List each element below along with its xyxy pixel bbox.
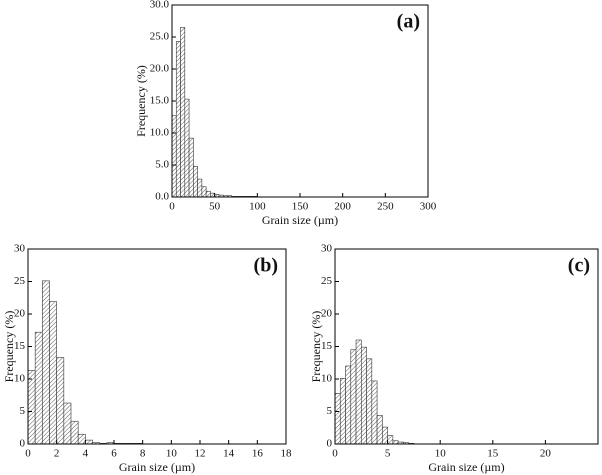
x-tick-label: 10	[166, 448, 178, 460]
y-tick-label: 10	[321, 373, 333, 385]
bar	[49, 301, 57, 445]
bar	[193, 165, 198, 198]
bar	[355, 339, 362, 445]
bar	[360, 346, 367, 445]
bar	[371, 380, 378, 445]
y-axis-label: Frequency (%)	[309, 311, 323, 383]
bar	[77, 433, 86, 445]
x-tick-label: 16	[252, 448, 264, 460]
y-tick-label: 10.0	[150, 127, 170, 139]
bar	[339, 378, 346, 445]
x-tick-label: 0	[25, 448, 31, 460]
bar	[201, 186, 207, 198]
x-axis-label: Grain size (µm)	[428, 460, 504, 474]
bar	[197, 178, 203, 198]
bar	[56, 357, 65, 445]
x-tick-label: 10	[435, 448, 447, 460]
x-tick-label: 12	[195, 448, 206, 460]
x-axis-label: Grain size (µm)	[119, 460, 195, 474]
x-axis-label: Grain size (µm)	[262, 213, 338, 227]
x-tick-label: 50	[209, 201, 221, 213]
x-tick-label: 5	[385, 448, 391, 460]
bar	[334, 392, 341, 445]
x-tick-label: 14	[223, 448, 235, 460]
y-tick-label: 25	[321, 275, 333, 287]
y-tick-label: 15	[14, 340, 26, 352]
bar	[184, 98, 190, 198]
bar	[345, 365, 352, 445]
y-tick-label: 30	[14, 243, 26, 255]
bar	[70, 420, 79, 445]
y-tick-label: 30.0	[150, 0, 170, 11]
x-tick-label: 20	[540, 448, 552, 460]
bar	[63, 402, 72, 445]
y-axis-label: Frequency (%)	[2, 311, 16, 383]
y-tick-label: 10	[14, 373, 26, 385]
y-tick-label: 5.0	[155, 159, 169, 171]
x-tick-label: 18	[281, 448, 293, 460]
panel-label: (c)	[568, 255, 590, 277]
y-tick-label: 30	[321, 243, 333, 255]
bar	[350, 349, 357, 445]
y-tick-label: 5	[327, 405, 333, 417]
x-tick-label: 8	[140, 448, 146, 460]
x-tick-label: 0	[332, 448, 338, 460]
x-tick-label: 100	[249, 201, 266, 213]
panel-label: (a)	[397, 11, 420, 33]
bar	[180, 27, 186, 198]
bar	[387, 435, 394, 445]
y-tick-label: 25	[14, 275, 26, 287]
y-axis-label: Frequency (%)	[134, 65, 148, 137]
bar	[210, 192, 215, 198]
x-tick-label: 4	[83, 448, 89, 460]
bar	[205, 190, 211, 198]
y-tick-label: 20	[14, 308, 26, 320]
y-tick-label: 15	[321, 340, 333, 352]
bar	[85, 439, 93, 445]
x-tick-label: 2	[54, 448, 60, 460]
y-tick-label: 0.0	[155, 191, 169, 203]
x-tick-label: 300	[420, 201, 437, 213]
y-tick-label: 25.0	[150, 31, 170, 43]
y-tick-label: 20.0	[150, 63, 170, 75]
panel-label: (b)	[254, 255, 278, 277]
x-tick-label: 150	[292, 201, 309, 213]
bar	[175, 41, 181, 198]
x-tick-label: 0	[169, 201, 175, 213]
bar	[171, 115, 177, 198]
bar	[382, 426, 388, 445]
y-tick-label: 0	[20, 438, 26, 450]
bar	[366, 358, 373, 445]
bar	[27, 370, 36, 445]
bar	[34, 331, 43, 445]
y-tick-label: 20	[321, 308, 333, 320]
x-tick-label: 15	[487, 448, 499, 460]
x-tick-label: 250	[377, 201, 394, 213]
bar	[188, 137, 194, 198]
bar	[42, 280, 50, 445]
y-tick-label: 0	[327, 438, 333, 450]
x-tick-label: 6	[111, 448, 117, 460]
y-tick-label: 5	[20, 405, 26, 417]
y-tick-label: 15.0	[150, 95, 170, 107]
bar	[376, 415, 383, 445]
plot-frame	[171, 4, 429, 198]
x-tick-label: 200	[334, 201, 351, 213]
